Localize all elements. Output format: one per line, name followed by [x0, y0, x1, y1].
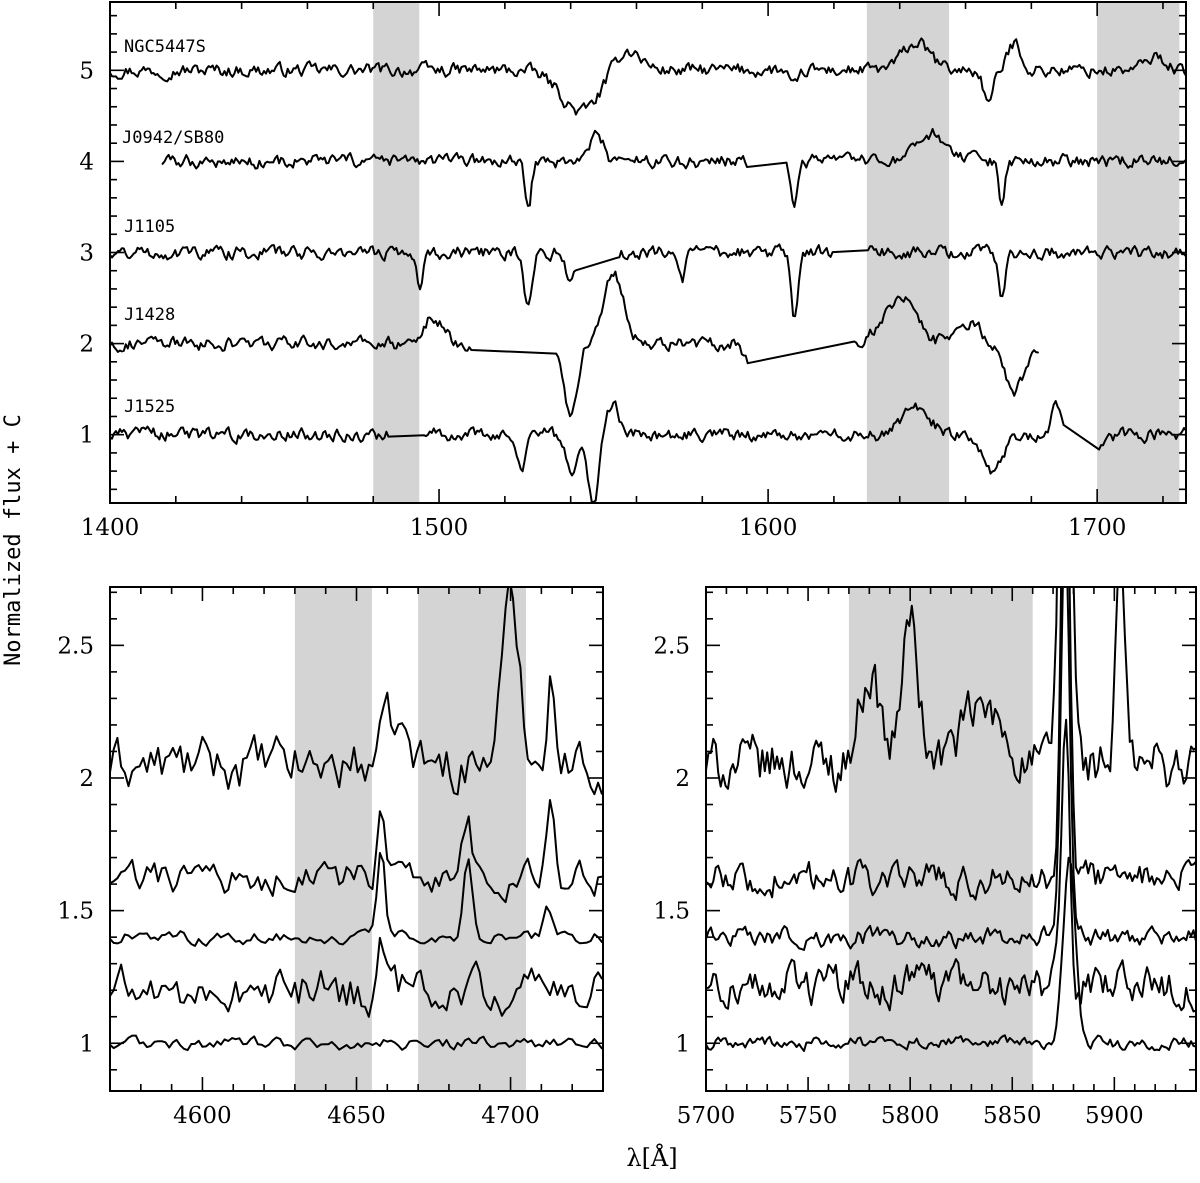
- top-panel-uv-spectra: NGC5447S J0942/SB80 J1105 J1428 J1525 1400 150…: [79, 1, 1187, 541]
- y-tick-label: 3: [79, 241, 94, 267]
- y-tick-label: 2: [675, 766, 690, 792]
- x-tick-label: 1400: [81, 515, 140, 541]
- y-tick-label: 4: [79, 149, 94, 175]
- shaded-region-1: [848, 587, 1033, 1091]
- y-axis-label: Normalized flux + C: [1, 414, 26, 666]
- series-label: NGC5447S: [124, 37, 206, 57]
- bottom-right-panel-spectra: 5700 5750 5800 5850 5900 1 1.5 2 2.5: [653, 586, 1197, 1129]
- shaded-region-1: [294, 587, 372, 1091]
- shaded-region-1: [373, 2, 420, 503]
- x-tick-label: 4700: [481, 1103, 540, 1129]
- series-label: J1525: [124, 397, 175, 417]
- x-tick-label: 5900: [1085, 1103, 1144, 1129]
- bottom-left-panel-spectra: 4600 4650 4700 1 1.5 2 2.5: [57, 586, 604, 1129]
- y-tick-label: 2.5: [653, 633, 690, 659]
- x-tick-label: 1600: [739, 515, 798, 541]
- x-tick-label: 5700: [677, 1103, 736, 1129]
- spectrum-j0942-sb80: [161, 128, 1186, 208]
- y-tick-label: 1.5: [653, 899, 690, 925]
- spectrum-j1525: [110, 400, 1186, 503]
- series-label: J0942/SB80: [122, 128, 224, 148]
- x-tick-label: 5800: [881, 1103, 940, 1129]
- x-tick-label: 1700: [1068, 515, 1127, 541]
- spectrum-j1105: [110, 243, 1186, 318]
- y-tick-label: 1.5: [57, 899, 94, 925]
- x-tick-label: 5750: [779, 1103, 838, 1129]
- spectrum-series-4: [706, 718, 1196, 1013]
- y-tick-label: 2: [79, 766, 94, 792]
- spectrum-j1428: [110, 270, 1039, 418]
- x-tick-label: 1500: [410, 515, 469, 541]
- spectrum-series-5: [706, 856, 1196, 1052]
- y-tick-label: 1: [79, 423, 94, 449]
- y-tick-label: 5: [79, 58, 94, 84]
- spectrum-series-2: [706, 587, 1196, 901]
- spectrum-series-2: [110, 799, 603, 904]
- x-tick-label: 4650: [327, 1103, 386, 1129]
- x-tick-label: 4600: [173, 1103, 232, 1129]
- y-tick-label: 2: [79, 332, 94, 358]
- spectrum-series-1: [110, 587, 603, 796]
- spectrum-series-4: [110, 936, 603, 1018]
- y-tick-label: 1: [675, 1031, 690, 1057]
- spectrum-series-3: [110, 852, 603, 947]
- x-tick-label: 5850: [983, 1103, 1042, 1129]
- spectrum-series-3: [706, 587, 1196, 951]
- spectrum-ngc5447s: [110, 37, 1186, 116]
- spectrum-series-1: [706, 587, 1196, 793]
- y-tick-label: 2.5: [57, 633, 94, 659]
- series-label: J1428: [124, 305, 175, 325]
- y-tick-label: 1: [79, 1031, 94, 1057]
- spectrum-series-5: [110, 1034, 603, 1052]
- series-label: J1105: [124, 217, 175, 237]
- x-axis-label: λ[Å]: [626, 1143, 677, 1172]
- shaded-region-2: [418, 587, 526, 1091]
